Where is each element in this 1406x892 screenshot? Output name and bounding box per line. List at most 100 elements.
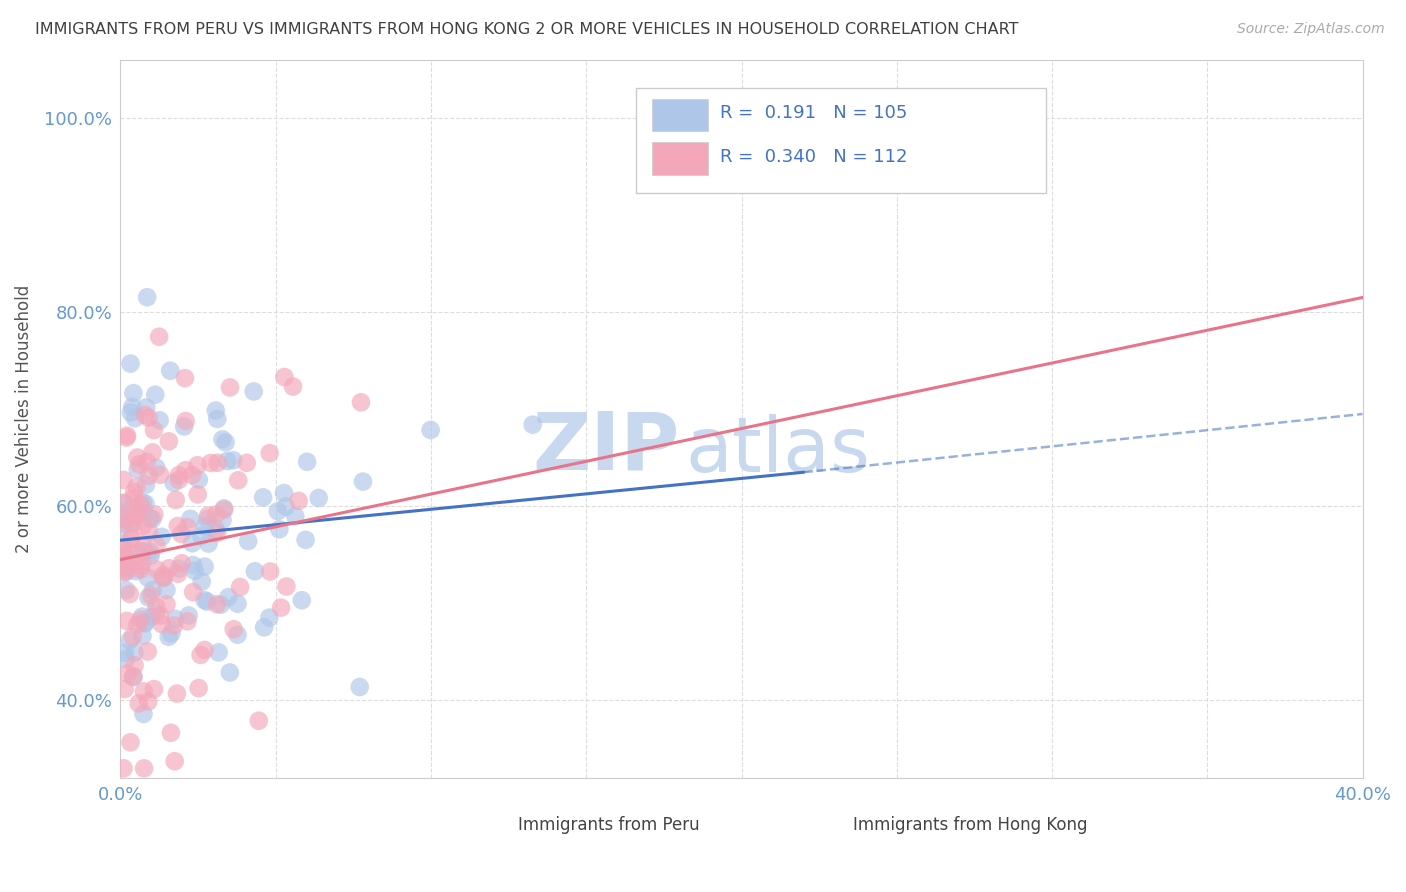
Point [124,411,146,425]
Point [139,549,162,563]
Point [138,524,160,539]
Point [131,544,153,558]
Point [166,566,188,581]
Text: R =  0.191   N = 105: R = 0.191 N = 105 [720,104,908,122]
Point [136,290,159,304]
Point [195,594,218,608]
Point [120,735,142,749]
Point [219,665,242,680]
Point [122,516,145,530]
Text: Immigrants from Hong Kong: Immigrants from Hong Kong [853,816,1088,835]
Point [132,544,155,558]
Point [128,697,150,711]
Point [222,622,245,636]
Point [129,562,152,576]
Point [121,400,143,414]
Point [153,570,176,584]
Text: IMMIGRANTS FROM PERU VS IMMIGRANTS FROM HONG KONG 2 OR MORE VEHICLES IN HOUSEHOL: IMMIGRANTS FROM PERU VS IMMIGRANTS FROM … [35,22,1019,37]
Point [165,492,187,507]
Point [273,370,295,384]
Point [115,505,138,519]
Point [294,533,316,547]
Point [121,630,143,644]
Point [419,423,441,437]
Point [226,628,249,642]
Point [143,423,166,437]
Point [243,564,266,578]
Text: Source: ZipAtlas.com: Source: ZipAtlas.com [1237,22,1385,37]
Point [187,681,209,695]
Point [128,458,150,472]
Point [157,434,180,449]
Point [114,541,136,556]
Point [194,519,217,533]
Point [142,582,165,597]
Point [197,536,219,550]
Point [143,387,166,401]
Point [242,384,264,399]
Point [145,562,167,576]
Point [174,463,197,477]
Point [124,646,146,660]
Point [117,666,139,681]
Point [127,450,149,465]
Point [166,687,188,701]
Point [160,626,183,640]
Point [259,610,281,624]
Point [205,526,228,541]
Point [259,565,281,579]
Point [253,620,276,634]
Point [120,357,142,371]
Point [148,413,170,427]
Point [205,523,228,537]
Point [197,512,219,526]
Point [135,477,157,491]
Point [190,529,212,543]
Point [141,445,163,459]
Point [207,412,229,426]
Point [139,588,162,602]
Point [122,670,145,684]
Y-axis label: 2 or more Vehicles in Household: 2 or more Vehicles in Household [15,285,32,553]
Point [247,714,270,728]
Point [112,516,135,531]
Point [138,410,160,425]
Point [127,617,149,632]
Point [276,580,298,594]
Point [143,508,166,522]
Point [118,633,141,648]
Point [205,597,228,611]
Point [114,681,136,696]
Point [281,379,304,393]
Point [150,617,173,632]
Point [112,496,135,510]
Point [112,537,135,551]
Point [200,456,222,470]
Point [219,380,242,394]
Point [115,428,138,442]
Point [274,500,297,514]
Point [118,587,141,601]
Point [174,371,197,385]
Point [349,680,371,694]
Point [187,487,209,501]
Point [138,468,160,483]
Point [207,456,229,470]
Point [139,545,162,559]
Point [117,552,139,566]
Point [267,504,290,518]
Point [214,435,236,450]
Point [350,395,373,409]
Point [179,512,201,526]
Point [132,706,155,721]
Text: R =  0.340   N = 112: R = 0.340 N = 112 [720,147,908,166]
Point [159,364,181,378]
Point [181,585,204,599]
Point [522,417,544,432]
Point [122,386,145,401]
Point [112,558,135,573]
Point [287,494,309,508]
Point [121,516,143,531]
Point [235,456,257,470]
Point [217,590,239,604]
